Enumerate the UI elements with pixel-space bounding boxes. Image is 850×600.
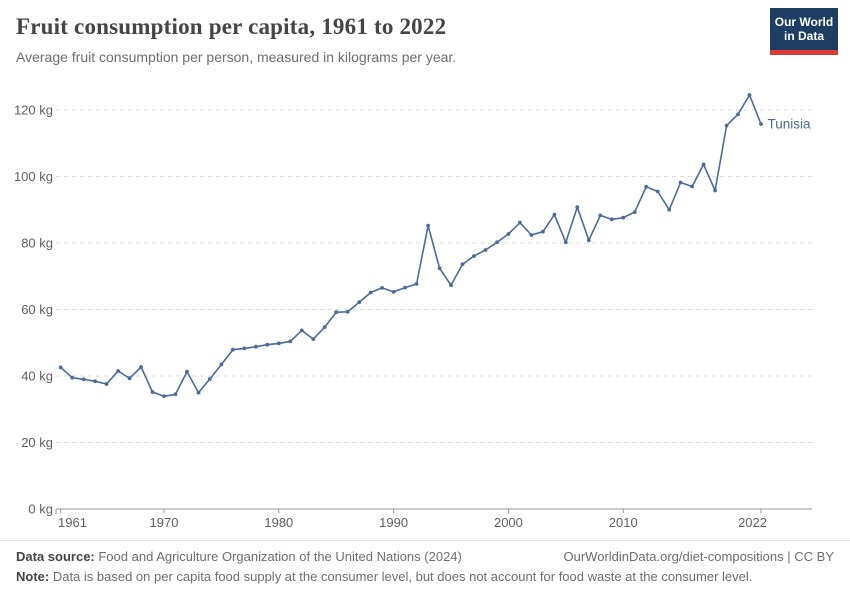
data-point[interactable] <box>81 377 86 382</box>
data-point[interactable] <box>449 283 453 288</box>
data-point[interactable] <box>598 213 603 218</box>
data-point[interactable] <box>759 122 763 126</box>
data-point[interactable] <box>586 238 591 243</box>
x-axis-tick-label: 1980 <box>264 515 293 530</box>
y-axis-tick-label: 40 kg <box>21 369 53 384</box>
data-point[interactable] <box>690 184 694 189</box>
footer-links: OurWorldinData.org/diet-compositions | C… <box>564 549 834 564</box>
data-point[interactable] <box>426 223 430 228</box>
note-text: Data is based on per capita food supply … <box>49 569 753 584</box>
x-axis-tick-label: 1970 <box>150 515 179 530</box>
owid-url-link[interactable]: OurWorldinData.org/diet-compositions <box>563 549 784 564</box>
y-axis-tick-label: 0 kg <box>28 502 53 517</box>
data-point[interactable] <box>380 286 384 290</box>
data-point[interactable] <box>713 188 717 193</box>
footer-separator: | <box>783 549 795 564</box>
page-title: Fruit consumption per capita, 1961 to 20… <box>16 14 447 39</box>
chart-header: Fruit consumption per capita, 1961 to 20… <box>16 14 760 65</box>
data-point[interactable] <box>139 365 144 369</box>
data-point[interactable] <box>391 290 396 294</box>
data-point[interactable] <box>414 282 419 286</box>
data-point[interactable] <box>345 309 350 314</box>
data-point[interactable] <box>563 240 568 245</box>
data-point[interactable] <box>288 339 293 344</box>
data-point[interactable] <box>575 205 580 209</box>
x-axis-tick-label: 1961 <box>58 515 87 530</box>
data-point[interactable] <box>254 344 258 349</box>
data-point[interactable] <box>322 325 327 329</box>
data-point[interactable] <box>104 382 109 386</box>
license-link[interactable]: CC BY <box>794 549 834 564</box>
data-point[interactable] <box>736 112 740 117</box>
data-point[interactable] <box>368 290 373 295</box>
data-source-label: Data source: <box>16 549 95 564</box>
owid-logo-line1: Our World <box>774 15 834 29</box>
data-point[interactable] <box>276 341 281 346</box>
data-point[interactable] <box>552 212 557 217</box>
x-axis-tick-label: 1990 <box>379 515 408 530</box>
plot-area: 0 kg 20 kg 40 kg 60 kg 80 kg 100 kg 120 kg 1961… <box>0 88 850 534</box>
data-point[interactable] <box>655 189 660 194</box>
x-axis-tick-label: 2022 <box>738 515 767 530</box>
data-point[interactable] <box>644 184 649 189</box>
data-point[interactable] <box>162 394 166 399</box>
data-source-text: Data source: Food and Agriculture Organi… <box>16 549 462 564</box>
data-point[interactable] <box>632 210 637 214</box>
chart-footer: Data source: Food and Agriculture Organi… <box>0 540 850 600</box>
data-point[interactable] <box>208 377 212 381</box>
data-point[interactable] <box>609 217 614 222</box>
data-point[interactable] <box>541 229 545 234</box>
y-axis-tick-label: 100 kg <box>14 169 53 184</box>
data-point[interactable] <box>678 180 683 185</box>
data-point[interactable] <box>529 233 534 237</box>
footer-source-row: Data source: Food and Agriculture Organi… <box>16 549 834 564</box>
footer-note-row: Note: Data is based on per capita food s… <box>16 569 834 584</box>
y-axis-tick-label: 80 kg <box>21 236 53 251</box>
data-point[interactable] <box>173 392 178 397</box>
y-axis-tick-label: 60 kg <box>21 302 53 317</box>
data-point[interactable] <box>185 369 189 374</box>
data-point[interactable] <box>747 93 752 97</box>
data-point[interactable] <box>667 207 672 212</box>
data-point[interactable] <box>219 362 224 367</box>
data-point[interactable] <box>299 328 304 333</box>
data-point[interactable] <box>724 123 729 128</box>
data-point[interactable] <box>518 220 522 225</box>
data-point[interactable] <box>483 248 488 252</box>
owid-logo[interactable]: Our World in Data <box>770 8 838 55</box>
entity-label-tunisia[interactable]: Tunisia <box>768 116 812 131</box>
data-point[interactable] <box>311 337 316 341</box>
data-line-tunisia[interactable] <box>59 94 762 398</box>
owid-logo-line2: in Data <box>783 29 824 43</box>
data-point[interactable] <box>58 365 63 370</box>
x-axis-tick-label: 2000 <box>494 515 523 530</box>
data-point[interactable] <box>357 300 362 305</box>
y-axis-tick-label: 120 kg <box>14 103 53 118</box>
data-point[interactable] <box>116 369 120 373</box>
data-point[interactable] <box>127 376 132 381</box>
data-point[interactable] <box>93 379 97 384</box>
data-point[interactable] <box>437 266 442 271</box>
data-point[interactable] <box>701 162 706 167</box>
data-point[interactable] <box>472 254 476 258</box>
data-point[interactable] <box>196 390 201 395</box>
data-point[interactable] <box>70 375 75 380</box>
data-point[interactable] <box>231 347 235 352</box>
data-point[interactable] <box>150 390 155 394</box>
data-point[interactable] <box>265 342 270 347</box>
y-axis-tick-label: 20 kg <box>21 435 53 450</box>
data-point[interactable] <box>403 285 407 290</box>
data-point[interactable] <box>460 262 465 267</box>
data-point[interactable] <box>495 240 499 245</box>
line-chart-canvas[interactable]: 0 kg 20 kg 40 kg 60 kg 80 kg 100 kg 120 kg 1961… <box>0 88 850 534</box>
chart-subtitle: Average fruit consumption per person, me… <box>16 49 457 65</box>
note-label: Note: <box>16 569 50 584</box>
data-point[interactable] <box>506 232 511 236</box>
data-point[interactable] <box>334 310 339 315</box>
x-axis-tick-label: 2010 <box>609 515 638 530</box>
data-point[interactable] <box>621 215 626 220</box>
data-point[interactable] <box>242 346 247 351</box>
